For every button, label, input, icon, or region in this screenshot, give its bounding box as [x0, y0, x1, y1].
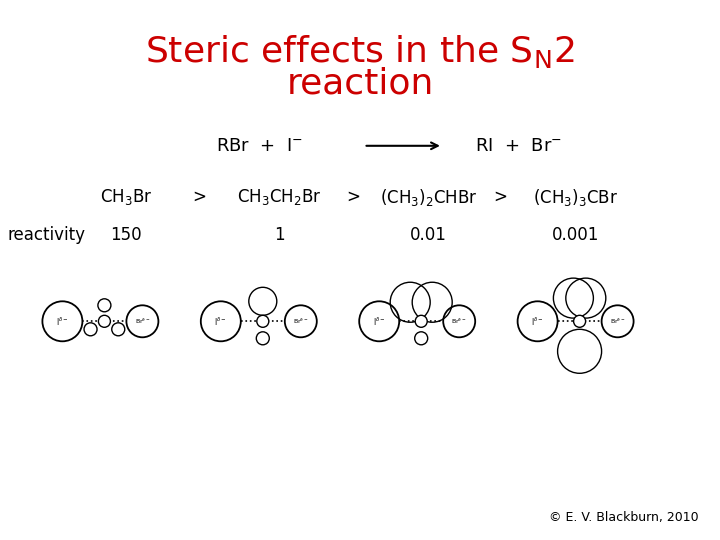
Text: CH$_3$CH$_2$Br: CH$_3$CH$_2$Br: [237, 187, 322, 207]
Text: CH$_3$Br: CH$_3$Br: [100, 187, 152, 207]
Text: Br$^{\delta-}$: Br$^{\delta-}$: [293, 316, 309, 326]
Text: Br$^{\delta-}$: Br$^{\delta-}$: [610, 316, 626, 326]
Text: (CH$_3$)$_2$CHBr: (CH$_3$)$_2$CHBr: [379, 187, 477, 207]
Text: RBr  +  I$^{-}$: RBr + I$^{-}$: [216, 137, 302, 155]
Ellipse shape: [415, 315, 427, 327]
Text: Steric effects in the $\mathregular{S_N}$2: Steric effects in the $\mathregular{S_N}…: [145, 33, 575, 70]
Text: (CH$_3$)$_3$CBr: (CH$_3$)$_3$CBr: [534, 187, 618, 207]
Text: Br$^{\delta-}$: Br$^{\delta-}$: [135, 316, 150, 326]
Text: >: >: [192, 188, 207, 206]
Ellipse shape: [574, 315, 585, 327]
Text: >: >: [493, 188, 508, 206]
Text: I$^{\delta-}$: I$^{\delta-}$: [215, 315, 227, 327]
Text: reactivity: reactivity: [7, 226, 85, 244]
Text: I$^{\delta-}$: I$^{\delta-}$: [531, 315, 544, 327]
Text: >: >: [346, 188, 360, 206]
Text: reaction: reaction: [287, 67, 433, 100]
Text: I$^{\delta-}$: I$^{\delta-}$: [373, 315, 385, 327]
Ellipse shape: [99, 315, 110, 327]
Text: Br$^{\delta-}$: Br$^{\delta-}$: [451, 316, 467, 326]
Text: I$^{\delta-}$: I$^{\delta-}$: [56, 315, 68, 327]
Text: 1: 1: [274, 226, 284, 244]
Text: 150: 150: [110, 226, 142, 244]
Text: RI  +  Br$^{-}$: RI + Br$^{-}$: [475, 137, 562, 155]
Text: 0.01: 0.01: [410, 226, 447, 244]
Text: © E. V. Blackburn, 2010: © E. V. Blackburn, 2010: [549, 511, 698, 524]
Ellipse shape: [257, 315, 269, 327]
Text: 0.001: 0.001: [552, 226, 600, 244]
